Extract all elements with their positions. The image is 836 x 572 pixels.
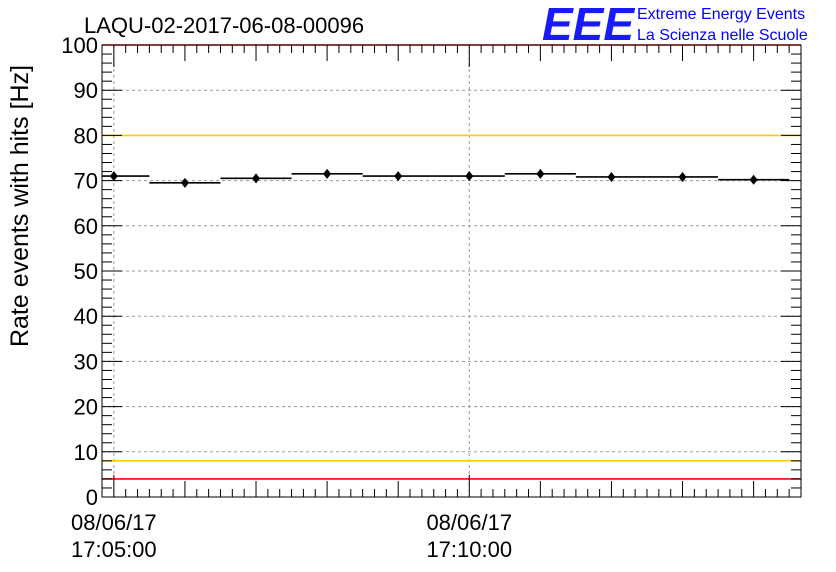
y-tick-label: 0 xyxy=(86,485,98,510)
plot-title: LAQU-02-2017-06-08-00096 xyxy=(84,13,364,38)
x-tick-time: 17:05:00 xyxy=(71,537,157,562)
data-point xyxy=(536,168,545,179)
eee-logo: EEE Extreme Energy Events La Scienza nel… xyxy=(542,0,808,50)
y-tick-label: 100 xyxy=(61,33,98,58)
y-tick-label: 80 xyxy=(74,123,98,148)
data-point xyxy=(465,171,474,182)
data-point xyxy=(180,177,189,188)
y-tick-label: 90 xyxy=(74,78,98,103)
data-point xyxy=(607,171,616,182)
logo-line-1: Extreme Energy Events xyxy=(637,6,805,23)
x-tick-date: 08/06/17 xyxy=(426,510,512,535)
y-tick-label: 60 xyxy=(74,214,98,239)
logo-letters: EEE xyxy=(542,0,635,50)
data-point xyxy=(252,173,261,184)
y-tick-label: 20 xyxy=(74,395,98,420)
logo-line-2: La Scienza nelle Scuole xyxy=(637,27,808,44)
grid xyxy=(102,45,801,497)
y-tick-label: 50 xyxy=(74,259,98,284)
data-point xyxy=(394,171,403,182)
chart-title: LAQU-02-2017-06-08-00096 xyxy=(84,13,364,38)
reference-lines xyxy=(102,44,801,480)
y-tick-label: 40 xyxy=(74,304,98,329)
x-tick-date: 08/06/17 xyxy=(71,510,157,535)
y-axis-title: Rate events with hits [Hz] xyxy=(6,65,34,347)
data-point xyxy=(678,171,687,182)
y-tick-label: 10 xyxy=(74,440,98,465)
data-point xyxy=(323,168,332,179)
y-axis: 0 10 20 30 40 50 60 70 80 90 100 xyxy=(61,33,801,510)
data-point xyxy=(749,174,758,185)
x-tick-time: 17:10:00 xyxy=(426,537,512,562)
y-tick-label: 30 xyxy=(74,349,98,374)
data-series xyxy=(102,168,790,188)
data-point xyxy=(109,171,118,182)
y-tick-label: 70 xyxy=(74,169,98,194)
